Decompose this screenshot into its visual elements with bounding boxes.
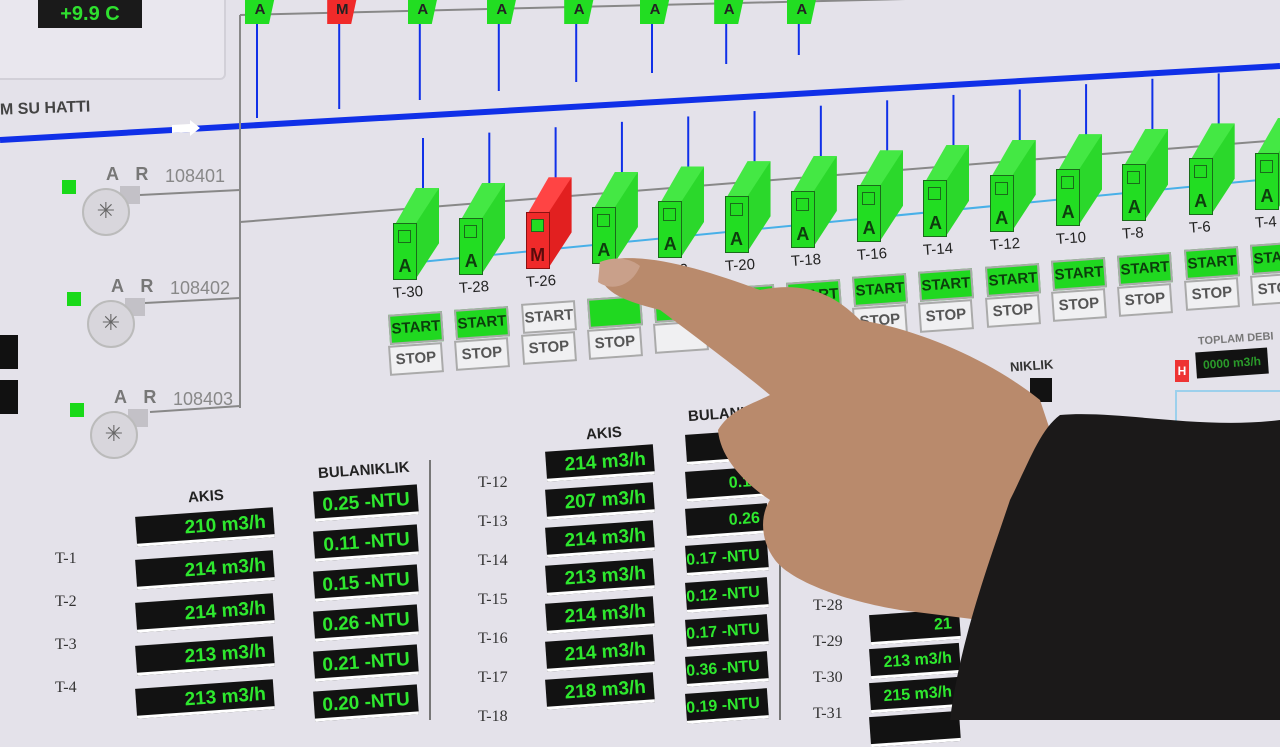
status-square bbox=[1193, 165, 1207, 179]
blower-tag: 108402 bbox=[170, 278, 231, 298]
row-label: T-13 bbox=[478, 513, 508, 530]
filter-tank[interactable]: A bbox=[989, 139, 1036, 232]
status-square bbox=[994, 181, 1008, 195]
filter-tank[interactable]: A bbox=[1122, 128, 1169, 221]
main-water-pipe bbox=[0, 63, 1280, 143]
filter-tank[interactable]: A bbox=[658, 166, 705, 259]
sleeve bbox=[950, 414, 1280, 720]
flow-arrow-icon bbox=[172, 120, 200, 136]
filter-tank[interactable]: A bbox=[393, 188, 439, 280]
row-label: T-15 bbox=[478, 591, 508, 608]
status-square bbox=[1061, 176, 1075, 190]
row-label: T-16 bbox=[478, 630, 508, 647]
top-filter-tank[interactable]: A bbox=[407, 0, 438, 24]
row-label: T-2 bbox=[55, 593, 77, 610]
blower-1[interactable]: ✳ A R 108401 bbox=[62, 164, 240, 240]
row-label: T-29 bbox=[813, 633, 843, 650]
status-square bbox=[1127, 170, 1141, 184]
status-indicator bbox=[70, 403, 84, 417]
pointing-hand bbox=[598, 258, 1280, 720]
filter-tank[interactable]: A bbox=[591, 171, 638, 264]
filter-tank[interactable]: A bbox=[724, 161, 771, 254]
filter-tank[interactable]: A bbox=[1056, 134, 1103, 227]
alarm-indicator: H bbox=[1175, 360, 1189, 382]
status-square bbox=[928, 186, 942, 200]
row-label: T-12 bbox=[478, 474, 508, 491]
hand-skin bbox=[599, 258, 1060, 620]
row-label: T-3 bbox=[55, 636, 77, 653]
filter-tank[interactable]: A bbox=[459, 182, 506, 275]
filter-tank[interactable]: A bbox=[1188, 123, 1235, 216]
status-indicator bbox=[67, 292, 81, 306]
row-label: T-17 bbox=[478, 669, 508, 686]
status-square bbox=[596, 213, 610, 227]
filter-tank[interactable]: A bbox=[790, 155, 837, 248]
status-indicator bbox=[62, 180, 76, 194]
blower-3[interactable]: ✳ A R 108403 bbox=[70, 387, 248, 463]
status-square bbox=[1260, 160, 1273, 173]
row-label: T-28 bbox=[813, 597, 843, 614]
row-label: T-4 bbox=[55, 679, 77, 696]
status-square bbox=[530, 219, 544, 233]
filter-tank[interactable]: A bbox=[923, 144, 970, 237]
fan-icon: ✳ bbox=[90, 411, 138, 459]
status-square bbox=[464, 224, 478, 238]
status-square bbox=[729, 203, 743, 217]
filter-tank[interactable]: M bbox=[525, 177, 572, 270]
status-square bbox=[398, 230, 411, 243]
left-edge-display bbox=[0, 335, 18, 369]
fingernail bbox=[598, 258, 640, 287]
row-label: T-1 bbox=[55, 550, 77, 567]
filter-tank[interactable]: A bbox=[1255, 118, 1280, 210]
left-edge-display bbox=[0, 380, 18, 414]
temperature-display: +9.9 C bbox=[38, 0, 142, 28]
blower-tag: 108403 bbox=[173, 389, 234, 409]
filter-tank[interactable]: A bbox=[857, 150, 904, 243]
fan-icon: ✳ bbox=[87, 300, 135, 348]
status-square bbox=[862, 192, 876, 206]
row-label: T-14 bbox=[478, 552, 508, 569]
blower-tag: 108401 bbox=[165, 166, 226, 186]
fan-icon: ✳ bbox=[82, 188, 130, 236]
blower-2[interactable]: ✳ A R 108402 bbox=[67, 276, 245, 352]
row-label: T-31 bbox=[813, 705, 843, 722]
status-square bbox=[663, 208, 677, 222]
row-label: T-30 bbox=[813, 669, 843, 686]
status-square bbox=[795, 197, 809, 211]
